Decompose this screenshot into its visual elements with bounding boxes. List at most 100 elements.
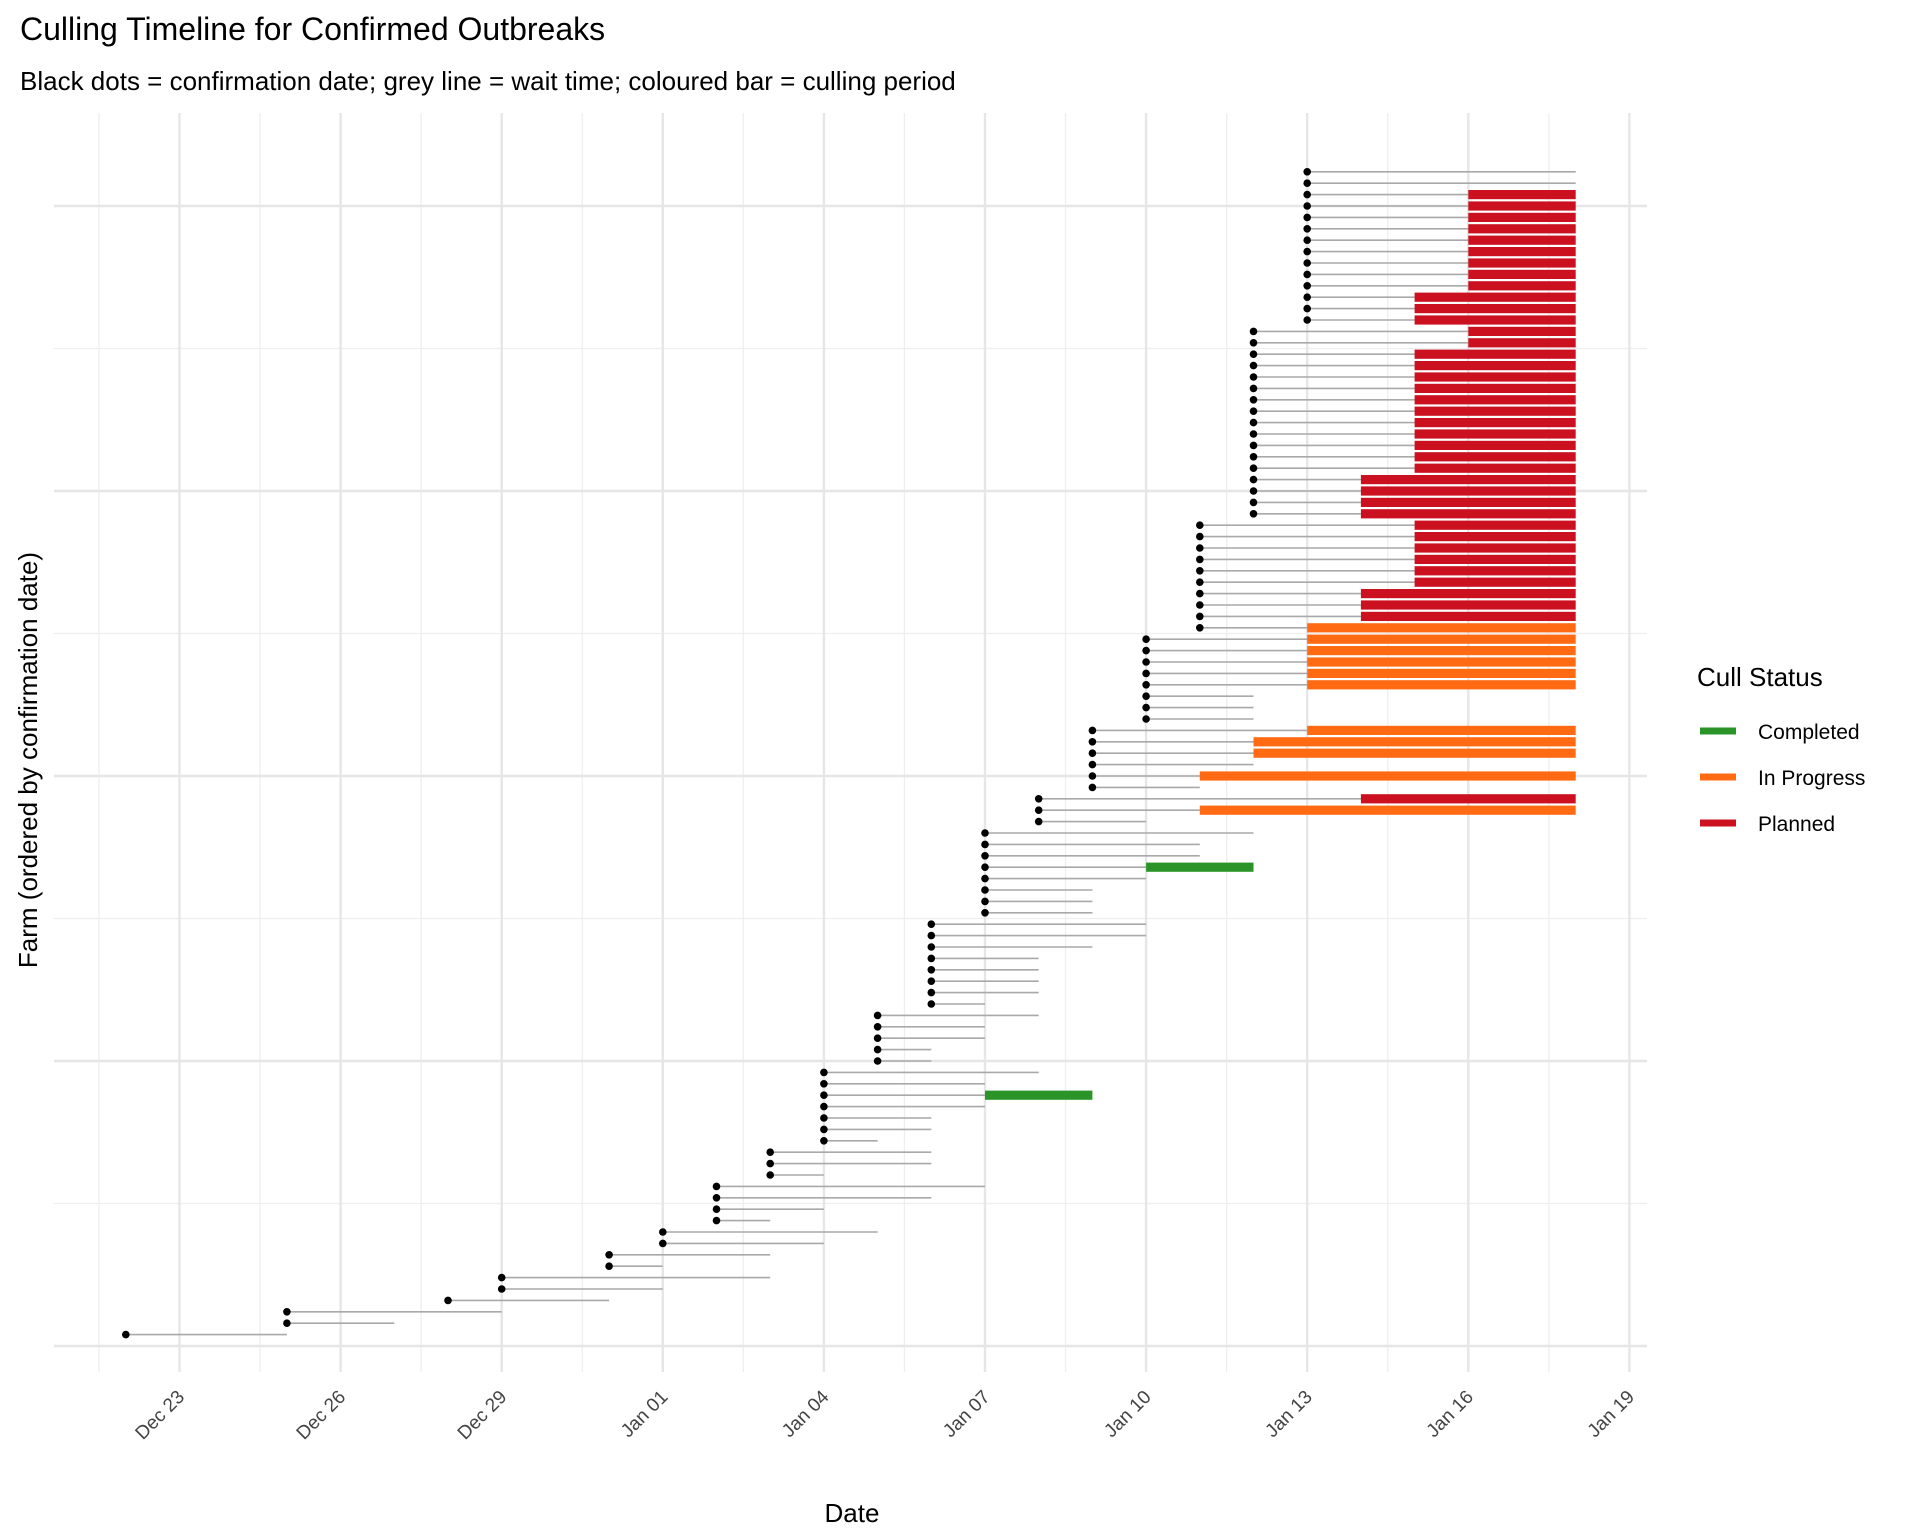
confirmation-dot (927, 1000, 936, 1008)
confirmation-dot (1249, 407, 1258, 416)
cull-bar-planned (1360, 497, 1576, 507)
x-tick-label: Jan 10 (1100, 1387, 1155, 1442)
cull-bar-planned (1414, 532, 1576, 542)
cull-bar-planned (1414, 361, 1576, 371)
confirmation-dot (873, 1045, 882, 1054)
x-tick-label: Jan 13 (1262, 1387, 1317, 1442)
confirmation-dot (1196, 589, 1204, 598)
cull-bar-planned (1360, 600, 1576, 610)
confirmation-dot (122, 1330, 130, 1339)
confirmation-dot (1088, 726, 1097, 735)
confirmation-dot (981, 852, 989, 860)
confirmation-dot (283, 1319, 291, 1327)
cull-bar-planned (1360, 611, 1576, 621)
cull-bar-planned (1414, 395, 1576, 405)
x-tick-label: Jan 01 (617, 1387, 672, 1442)
cull-bar-planned (1414, 406, 1576, 416)
x-tick-label: Jan 16 (1423, 1387, 1478, 1442)
cull-bar-planned (1414, 440, 1576, 450)
cull-bar-in-progress (1307, 668, 1576, 678)
confirmation-dot (712, 1182, 721, 1191)
confirmation-dot (981, 909, 989, 917)
confirmation-dot (820, 1068, 828, 1077)
confirmation-dot (1196, 532, 1204, 541)
confirmation-dot (712, 1205, 721, 1213)
confirmation-dot (1303, 202, 1311, 210)
confirmation-dot (1249, 327, 1258, 336)
confirmation-dot (766, 1159, 774, 1168)
confirmation-dot (1303, 270, 1311, 279)
confirmation-dot (1303, 213, 1311, 222)
x-tick-label: Dec 26 (293, 1387, 350, 1444)
confirmation-dot (1249, 418, 1258, 427)
confirmation-dot (605, 1262, 613, 1270)
confirmation-dot (1088, 783, 1097, 792)
cull-bar-in-progress (1199, 805, 1576, 815)
x-tick-label: Dec 23 (132, 1387, 189, 1444)
x-axis-tick-labels: Dec 23 Dec 26 Dec 29 Jan 01 Jan 04 Jan 07 Jan … (132, 1386, 1639, 1444)
cull-bar-planned (1360, 589, 1576, 599)
cull-bar-planned (1468, 338, 1576, 348)
confirmation-dot (766, 1171, 774, 1179)
cull-bar-planned (1414, 463, 1576, 473)
confirmation-dot (1249, 373, 1258, 381)
confirmation-dot (1249, 361, 1258, 370)
confirmation-dot (1303, 225, 1311, 233)
cull-bar-in-progress (1307, 725, 1576, 735)
confirmation-dot (873, 1023, 882, 1031)
x-axis-title: Date (825, 1498, 880, 1528)
cull-bar-planned (1414, 304, 1576, 314)
cull-bar-planned (1468, 281, 1576, 291)
confirmation-dot (1249, 453, 1258, 461)
confirmation-dot (1303, 168, 1311, 176)
confirmation-dot (1249, 396, 1258, 404)
cull-bar-planned (1414, 554, 1576, 564)
confirmation-dot (1249, 430, 1258, 438)
confirmation-dot (1142, 681, 1150, 689)
chart-title: Culling Timeline for Confirmed Outbreaks (20, 11, 605, 47)
confirmation-dot (927, 954, 936, 963)
x-tick-label: Jan 04 (778, 1386, 833, 1441)
confirmation-dot (1249, 487, 1258, 495)
confirmation-dot (497, 1285, 506, 1293)
legend-label-completed: Completed (1758, 721, 1860, 744)
confirmation-dot (1249, 510, 1258, 518)
cull-bar-planned (1360, 509, 1576, 519)
cull-bar-in-progress (1253, 737, 1576, 747)
cull-bar-planned (1414, 543, 1576, 553)
confirmation-dot (712, 1194, 721, 1202)
confirmation-dot (1303, 179, 1311, 187)
cull-bar-planned (1360, 794, 1576, 804)
legend-item-in-progress: In Progress (1700, 767, 1865, 790)
confirmation-dot (1088, 749, 1097, 757)
confirmation-dot (444, 1296, 452, 1305)
cull-bar-in-progress (1307, 680, 1576, 690)
confirmation-dot (1196, 578, 1204, 586)
plot-panel (54, 113, 1647, 1372)
confirmation-dot (981, 874, 989, 883)
cull-bar-planned (1468, 212, 1576, 222)
confirmation-dot (1088, 738, 1097, 746)
legend-title: Cull Status (1697, 662, 1823, 692)
confirmation-dot (1303, 190, 1311, 199)
cull-bar-in-progress (1253, 748, 1576, 758)
confirmation-dot (927, 943, 936, 951)
legend-label-planned: Planned (1758, 813, 1835, 836)
cull-bar-planned (1414, 383, 1576, 393)
cull-bar-in-progress (1199, 771, 1576, 781)
confirmation-dot (1303, 293, 1311, 302)
confirmation-dot (1196, 624, 1204, 632)
confirmation-dot (1142, 658, 1150, 666)
confirmation-dot (820, 1091, 828, 1099)
confirmation-dot (1196, 612, 1204, 621)
confirmation-dot (1303, 304, 1311, 313)
confirmation-dot (1196, 601, 1204, 609)
confirmation-dot (927, 977, 936, 985)
confirmation-dot (981, 840, 989, 849)
confirmation-dot (497, 1273, 506, 1282)
cull-bar-planned (1360, 475, 1576, 485)
confirmation-dot (1249, 384, 1258, 393)
cull-bar-planned (1468, 235, 1576, 245)
confirmation-dot (1142, 692, 1150, 700)
cull-bar-planned (1468, 201, 1576, 211)
